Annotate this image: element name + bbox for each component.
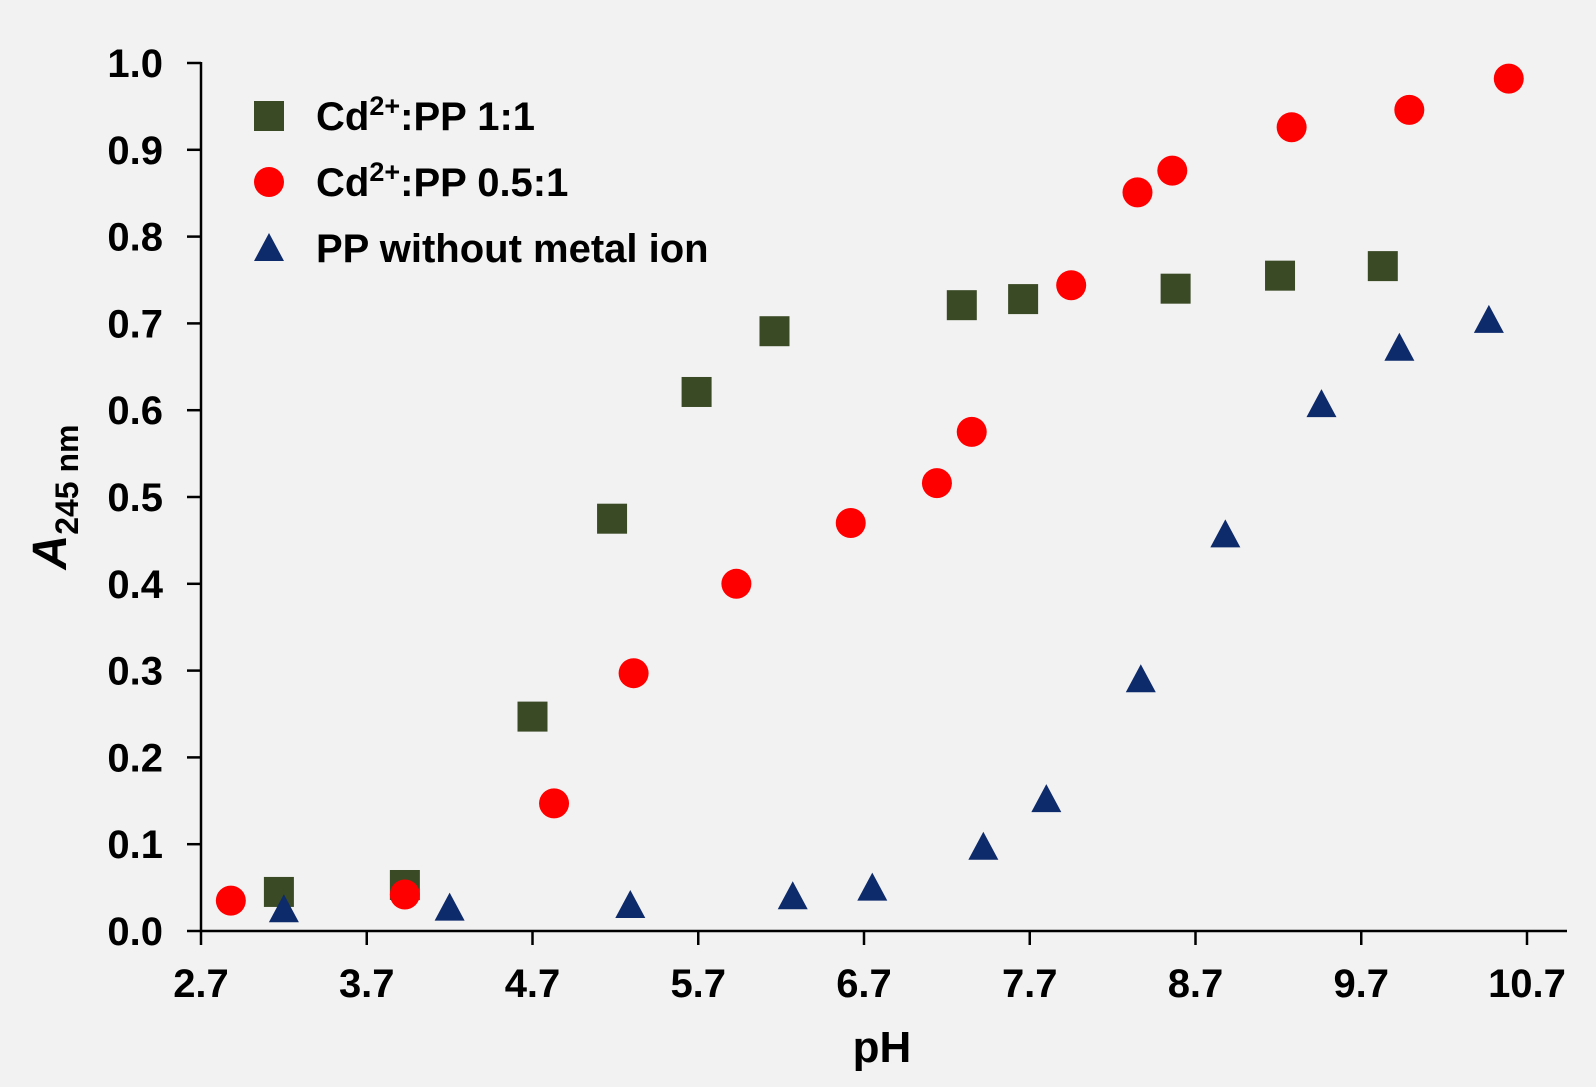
- x-tick-label: 5.7: [670, 962, 726, 1006]
- circle-point: [1493, 63, 1524, 94]
- y-tick-label: 0.4: [107, 563, 163, 607]
- legend-marker-triangle: [254, 233, 284, 261]
- square-point: [1367, 251, 1398, 282]
- y-tick-label: 0.6: [107, 389, 163, 433]
- square-point: [946, 290, 977, 321]
- triangle-point: [968, 831, 999, 860]
- x-tick-label: 3.7: [339, 962, 395, 1006]
- circle-point: [618, 658, 649, 689]
- triangle-point: [268, 894, 299, 923]
- legend-label-suffix: :PP 1:1: [400, 95, 535, 139]
- square-point: [597, 503, 628, 534]
- legend-marker-circle: [254, 167, 284, 197]
- axes: 0.0 0.1 0.2 0.3 0.4 0.5 0.6 0.7 0.8 0.9 1.0 2.7 3.7 4…: [107, 42, 1567, 1006]
- y-tick-label: 0.1: [107, 823, 163, 867]
- circle-point: [921, 468, 952, 499]
- circle-point: [835, 508, 866, 539]
- circle-point: [389, 879, 420, 910]
- y-tick-label: 0.0: [107, 910, 163, 954]
- triangle-point: [1384, 332, 1415, 361]
- circle-point: [1276, 112, 1307, 143]
- y-tick-label: 0.9: [107, 129, 163, 173]
- triangle-point: [1210, 519, 1241, 548]
- triangle-point: [615, 889, 646, 918]
- y-tick-label: 0.3: [107, 650, 163, 694]
- circle-point: [215, 885, 246, 916]
- legend-label-text: Cd: [316, 95, 369, 139]
- triangle-point: [1306, 389, 1337, 418]
- circle-point: [1394, 94, 1425, 125]
- circle-point: [1122, 177, 1153, 208]
- legend-label: PP without metal ion: [316, 227, 709, 271]
- y-tick-label: 0.2: [107, 736, 163, 780]
- y-tick-label: 0.7: [107, 302, 163, 346]
- x-tick-label: 9.7: [1333, 962, 1389, 1006]
- legend-label: Cd2+:PP 1:1: [316, 91, 535, 139]
- y-axis-title-subscript: 245 nm: [49, 425, 85, 535]
- series-square: [263, 251, 1398, 907]
- legend-label: Cd2+:PP 0.5:1: [316, 157, 568, 205]
- x-tick-label: 7.7: [1002, 962, 1058, 1006]
- square-point: [1160, 273, 1191, 304]
- triangle-point: [857, 872, 888, 901]
- circle-point: [956, 416, 987, 447]
- legend-label-text: Cd: [316, 161, 369, 205]
- circle-point: [539, 788, 570, 819]
- legend-label-superscript: 2+: [369, 157, 400, 187]
- y-tick-label: 0.8: [107, 216, 163, 260]
- legend-label-superscript: 2+: [369, 91, 400, 121]
- x-tick-label: 6.7: [836, 962, 892, 1006]
- y-tick-label: 1.0: [107, 42, 163, 86]
- y-tick-label: 0.5: [107, 476, 163, 520]
- circle-point: [721, 568, 752, 599]
- x-tick-label: 2.7: [173, 962, 229, 1006]
- legend-label-suffix: :PP 0.5:1: [400, 161, 568, 205]
- y-axis-title-main: A: [24, 535, 77, 571]
- legend-marker-square: [254, 101, 284, 131]
- circle-point: [1056, 270, 1087, 301]
- x-tick-label: 4.7: [505, 962, 561, 1006]
- legend-label-text: PP without metal ion: [316, 227, 709, 271]
- square-point: [1008, 284, 1039, 315]
- triangle-point: [434, 892, 465, 921]
- square-point: [681, 376, 712, 407]
- y-axis-title: A245 nm: [24, 425, 85, 571]
- square-point: [1265, 260, 1296, 291]
- square-point: [759, 316, 790, 347]
- triangle-point: [777, 881, 808, 910]
- x-axis-title: pH: [853, 1023, 912, 1072]
- series-circle: [215, 63, 1524, 916]
- triangle-point: [1125, 664, 1156, 693]
- x-tick-label: 10.7: [1488, 962, 1566, 1006]
- x-tick-label: 8.7: [1168, 962, 1224, 1006]
- triangle-point: [1031, 784, 1062, 813]
- triangle-point: [1473, 304, 1504, 333]
- circle-point: [1157, 155, 1188, 186]
- series-triangle: [268, 304, 1504, 923]
- chart-marks: [215, 63, 1524, 923]
- square-point: [263, 876, 294, 907]
- square-point: [517, 701, 548, 732]
